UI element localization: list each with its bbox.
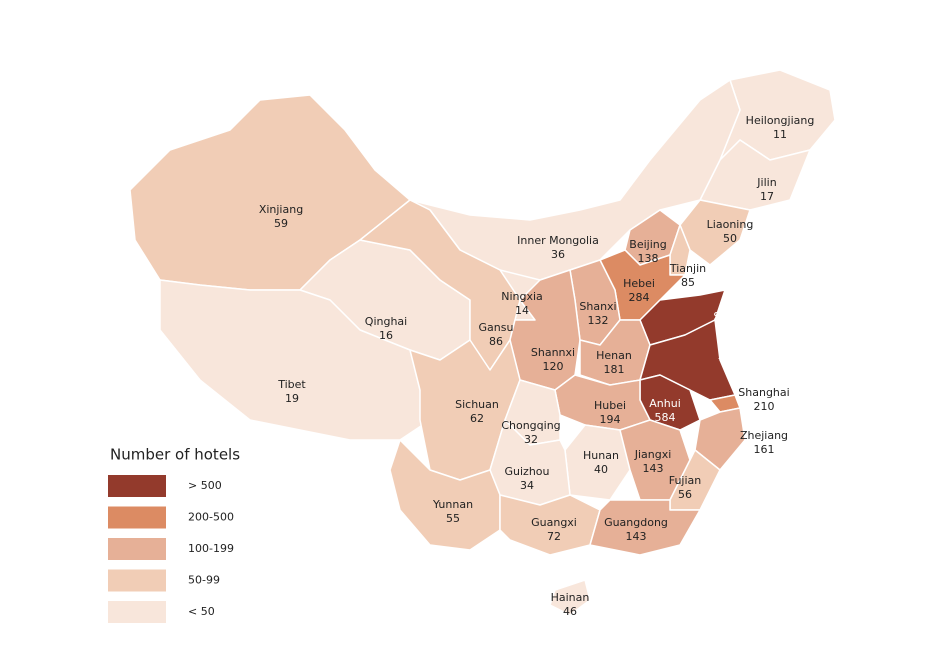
legend-swatch bbox=[108, 538, 166, 560]
legend-title: Number of hotels bbox=[110, 446, 240, 464]
province-value: 11 bbox=[773, 128, 787, 141]
legend-swatch bbox=[108, 569, 166, 592]
province-name: Shanxi bbox=[579, 300, 616, 313]
legend-label: 50-99 bbox=[188, 574, 220, 587]
province-value: 663 bbox=[731, 324, 752, 337]
province-value: 14 bbox=[515, 304, 529, 317]
provinces bbox=[129, 69, 836, 616]
province-name: Anhui bbox=[649, 397, 681, 410]
province-name: Sichuan bbox=[455, 398, 499, 411]
province-name: Qinghai bbox=[365, 315, 407, 328]
province-name: Fujian bbox=[669, 474, 702, 487]
legend-label: 200-500 bbox=[188, 511, 234, 524]
province-value: 181 bbox=[604, 363, 625, 376]
province-name: Chongqing bbox=[501, 419, 560, 432]
province-name: Tianjin bbox=[669, 262, 706, 275]
province-value: 143 bbox=[643, 462, 664, 475]
province-name: Shanghai bbox=[738, 386, 789, 399]
province-name: Gansu bbox=[479, 321, 514, 334]
province-value: 132 bbox=[588, 314, 609, 327]
province-name: Shandong bbox=[713, 310, 768, 323]
province-name: Yunnan bbox=[432, 498, 473, 511]
province-value: 210 bbox=[754, 400, 775, 413]
province-value: 46 bbox=[563, 605, 577, 618]
province-value: 17 bbox=[760, 190, 774, 203]
legend-swatch bbox=[108, 475, 166, 497]
province-name: Jiangxi bbox=[634, 448, 672, 461]
province-value: 34 bbox=[520, 479, 534, 492]
legend: > 500 200-500 100-199 50-99 < 50 bbox=[108, 475, 234, 623]
province-name: Hainan bbox=[551, 591, 590, 604]
province-name: Hubei bbox=[594, 399, 626, 412]
province-value: 72 bbox=[547, 530, 561, 543]
province-name: Hunan bbox=[583, 449, 619, 462]
province bbox=[549, 579, 591, 616]
legend-label: < 50 bbox=[188, 605, 215, 618]
province-value: 161 bbox=[754, 443, 775, 456]
province-name: Hebei bbox=[623, 277, 655, 290]
province-value: 916 bbox=[729, 361, 750, 374]
province-value: 16 bbox=[379, 329, 393, 342]
province-name: Jiangsu bbox=[718, 347, 759, 360]
province-value: 85 bbox=[681, 276, 695, 289]
province-name: Shannxi bbox=[531, 346, 575, 359]
province-value: 36 bbox=[551, 248, 565, 261]
province bbox=[679, 199, 751, 266]
legend-label: 100-199 bbox=[188, 542, 234, 555]
province-name: Ningxia bbox=[501, 290, 543, 303]
province bbox=[554, 374, 651, 431]
legend-label: > 500 bbox=[188, 479, 222, 492]
province-value: 62 bbox=[470, 412, 484, 425]
province-name: Beijing bbox=[629, 238, 666, 251]
province-value: 120 bbox=[543, 360, 564, 373]
province-value: 59 bbox=[274, 217, 288, 230]
province-name: Tibet bbox=[277, 378, 306, 391]
province-value: 143 bbox=[626, 530, 647, 543]
province-name: Jilin bbox=[756, 176, 776, 189]
province-value: 32 bbox=[524, 433, 538, 446]
province bbox=[589, 499, 701, 556]
province-name: Guangdong bbox=[604, 516, 668, 529]
province-value: 55 bbox=[446, 512, 460, 525]
province-name: Guangxi bbox=[531, 516, 577, 529]
province-name: Liaoning bbox=[707, 218, 754, 231]
province-name: Xinjiang bbox=[259, 203, 303, 216]
province-name: Henan bbox=[596, 349, 632, 362]
province-value: 584 bbox=[655, 411, 676, 424]
province-name: Zhejiang bbox=[740, 429, 788, 442]
province-value: 50 bbox=[723, 232, 737, 245]
legend-swatch bbox=[108, 601, 166, 623]
province-value: 194 bbox=[600, 413, 621, 426]
legend-swatch bbox=[108, 506, 166, 529]
province-value: 19 bbox=[285, 392, 299, 405]
province-name: Heilongjiang bbox=[746, 114, 815, 127]
province-value: 284 bbox=[629, 291, 650, 304]
province-value: 138 bbox=[638, 252, 659, 265]
province-value: 40 bbox=[594, 463, 608, 476]
province-value: 56 bbox=[678, 488, 692, 501]
province-value: 86 bbox=[489, 335, 503, 348]
province-name: Guizhou bbox=[505, 465, 550, 478]
province-name: Inner Mongolia bbox=[517, 234, 599, 247]
